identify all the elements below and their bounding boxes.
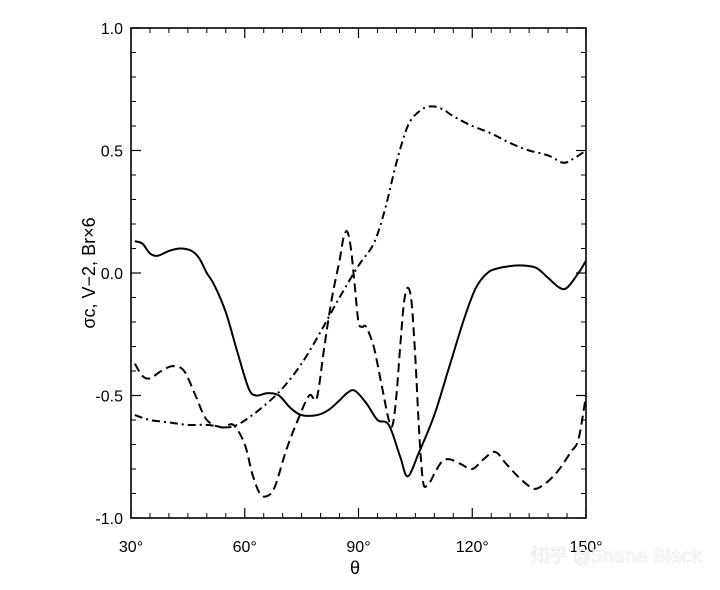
- watermark-text: 知乎 @Shane Black: [532, 546, 703, 567]
- y-tick-label: -1.0: [95, 511, 123, 528]
- x-tick-label: 90°: [346, 539, 370, 556]
- plot-frame: [130, 27, 587, 519]
- x-axis-title: θ: [350, 558, 360, 578]
- series-layer: [133, 105, 587, 498]
- y-tick-label: 1.0: [101, 21, 123, 38]
- x-tick-label: 60°: [233, 539, 257, 556]
- axis-ticks: [130, 27, 587, 519]
- y-tick-label: 0.5: [101, 144, 123, 161]
- x-tick-label: 30°: [119, 539, 143, 556]
- x-tick-label: 150°: [569, 539, 602, 556]
- y-tick-label: 0.0: [101, 266, 123, 283]
- series-line-dashdot: [134, 105, 587, 429]
- series-line-solid: [134, 240, 587, 478]
- tick-labels: 30° 60° 90° 120° 150° -1.0 -0.5 0.0 0.5 1.0: [95, 21, 602, 556]
- series-line-dashed: [133, 230, 587, 498]
- y-axis-title: σc, V−2, Br×6: [79, 217, 99, 328]
- y-tick-label: -0.5: [95, 389, 123, 406]
- x-tick-label: 120°: [456, 539, 489, 556]
